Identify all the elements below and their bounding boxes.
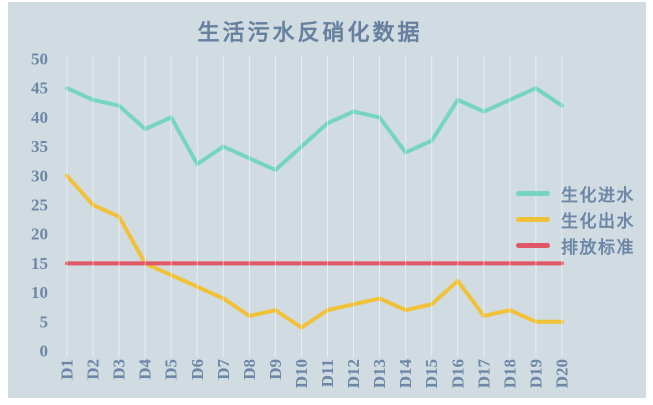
y-tick-label: 0 — [40, 342, 49, 361]
x-tick-label: D15 — [422, 359, 441, 388]
x-tick-label: D9 — [266, 359, 285, 380]
y-tick-label: 25 — [31, 196, 48, 215]
legend-item-0: 生化进水 — [516, 180, 635, 206]
y-tick-label: 15 — [31, 254, 48, 273]
legend-label-0: 生化进水 — [561, 185, 635, 205]
y-tick-label: 20 — [31, 225, 48, 244]
y-tick-label: 10 — [31, 283, 48, 302]
legend-label-2: 排放标准 — [561, 237, 635, 257]
x-tick-label: D6 — [188, 359, 207, 380]
y-tick-label: 50 — [31, 50, 48, 69]
y-tick-label: 45 — [31, 79, 48, 98]
y-tick-label: 40 — [31, 108, 48, 127]
x-tick-label: D12 — [344, 359, 363, 388]
x-tick-label: D3 — [110, 359, 129, 380]
x-tick-label: D11 — [318, 359, 337, 387]
y-tick-label: 5 — [40, 312, 49, 331]
y-tick-label: 35 — [31, 137, 48, 156]
line-plot: 0 5 10 15 20 25 30 35 40 45 50 D1 D2 D3 D4 D5 D6 D7 D8 D9 D1… — [31, 50, 571, 389]
legend-line-swatch-1 — [516, 216, 550, 222]
x-tick-label: D17 — [474, 359, 493, 389]
x-tick-label: D1 — [58, 359, 77, 380]
x-tick-label: D10 — [292, 359, 311, 388]
series-line-0 — [65, 86, 564, 172]
x-tick-label: D19 — [526, 359, 545, 388]
chart-panel: 0 5 10 15 20 25 30 35 40 45 50 D1 D2 D3 D4 D5 D6 D7 D8 D9 D1… — [8, 2, 646, 398]
x-tick-label: D5 — [162, 359, 181, 380]
chart-title: 生活污水反硝化数据 — [197, 20, 423, 45]
y-tick-label: 30 — [31, 166, 48, 185]
x-tick-label: D2 — [84, 359, 103, 380]
x-tick-label: D20 — [552, 359, 571, 388]
legend-item-2: 排放标准 — [516, 232, 635, 258]
x-tick-label: D13 — [370, 359, 389, 388]
legend-line-swatch-0 — [516, 190, 550, 196]
legend-label-1: 生化出水 — [561, 211, 635, 231]
x-tick-label: D18 — [500, 359, 519, 388]
x-tick-label: D16 — [448, 359, 467, 388]
x-tick-label: D8 — [240, 359, 259, 380]
legend-line-swatch-2 — [516, 242, 550, 248]
legend: 生化进水生化出水排放标准 — [516, 180, 635, 258]
series-line-1 — [65, 173, 564, 330]
x-tick-label: D14 — [396, 359, 415, 389]
x-tick-label: D4 — [136, 359, 155, 380]
legend-item-1: 生化出水 — [516, 206, 635, 232]
x-tick-label: D7 — [214, 359, 233, 380]
